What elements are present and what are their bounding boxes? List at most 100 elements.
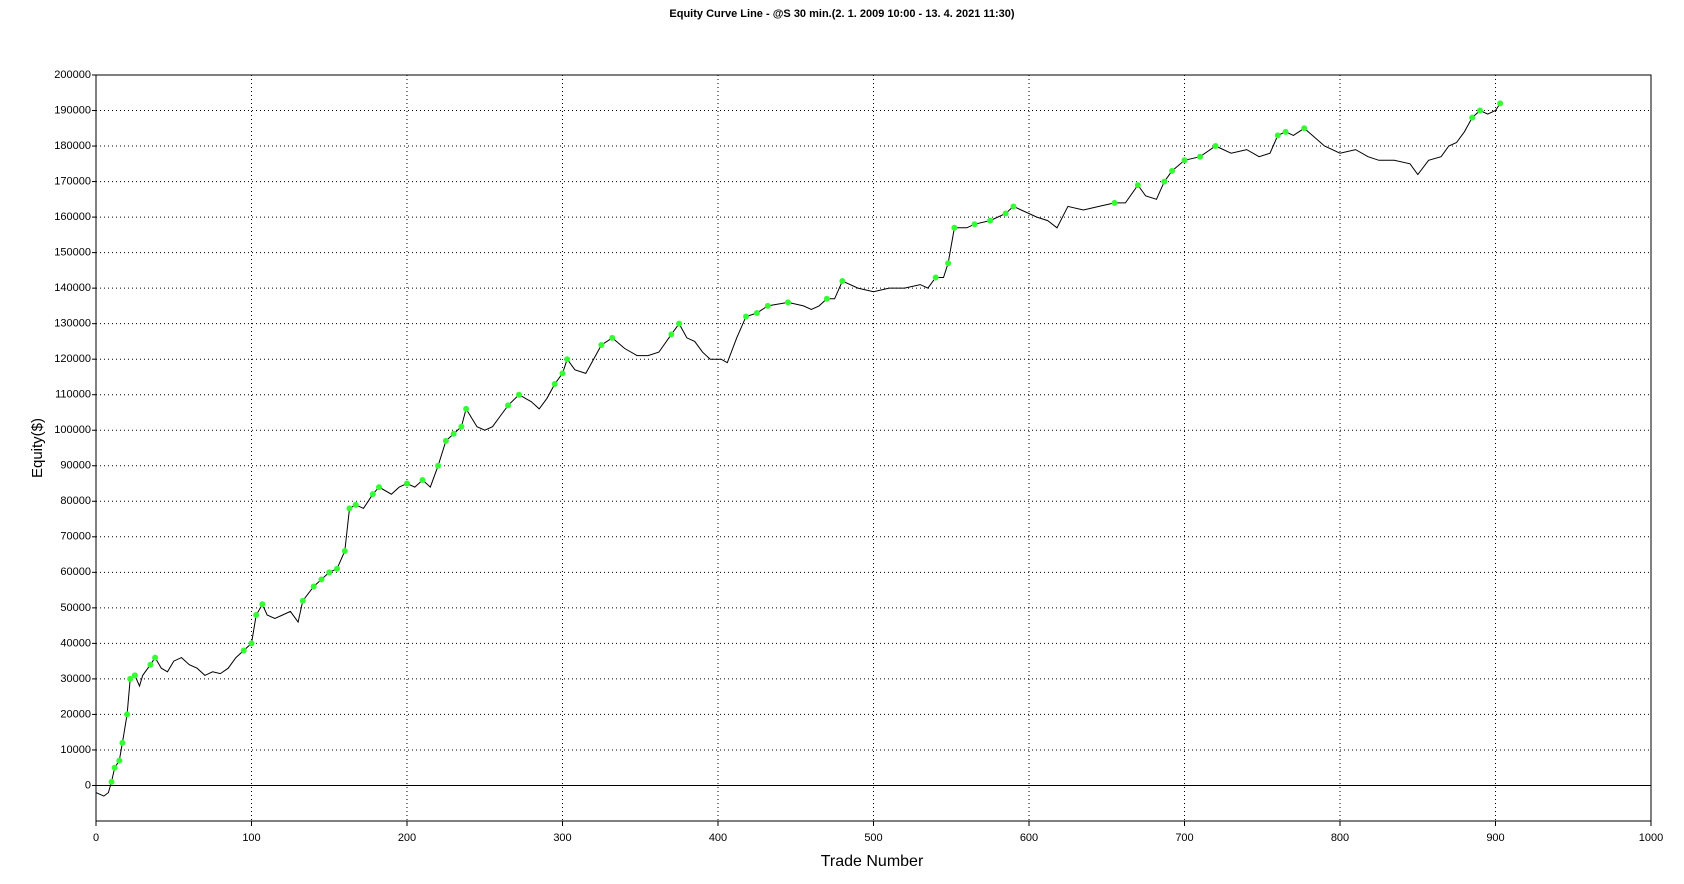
x-tick-label: 300 [553,832,571,844]
new-high-marker [299,597,306,604]
new-high-marker [784,299,791,306]
new-high-marker [352,501,359,508]
new-high-marker [1169,167,1176,174]
new-high-marker [318,576,325,583]
y-tick-label: 140000 [54,282,91,294]
new-high-marker [515,391,522,398]
new-high-marker [131,672,138,679]
new-high-marker [310,583,317,590]
y-tick-label: 0 [85,779,91,791]
y-tick-label: 60000 [60,566,91,578]
new-high-marker [668,331,675,338]
x-tick-label: 400 [709,832,727,844]
new-high-marker [932,274,939,281]
new-high-marker [124,711,131,718]
y-tick-label: 170000 [54,175,91,187]
new-high-marker [334,565,341,572]
y-tick-label: 10000 [60,744,91,756]
y-tick-label: 40000 [60,637,91,649]
y-tick-label: 200000 [54,69,91,81]
new-high-marker [435,462,442,469]
new-high-marker [419,476,426,483]
y-tick-label: 180000 [54,140,91,152]
new-high-marker [551,381,558,388]
x-tick-label: 200 [398,832,416,844]
y-tick-label: 110000 [55,389,91,401]
new-high-marker [116,757,123,764]
y-tick-label: 90000 [60,460,91,472]
x-tick-label: 600 [1020,832,1038,844]
new-high-marker [742,313,749,320]
new-high-marker [369,491,376,498]
x-tick-label: 0 [93,832,99,844]
new-high-marker [676,320,683,327]
new-high-marker [1497,100,1504,107]
new-high-marker [341,548,348,555]
new-high-marker [609,334,616,341]
new-high-marker [1197,153,1204,160]
y-tick-label: 70000 [60,531,91,543]
new-high-marker [442,437,449,444]
new-high-marker [119,739,126,746]
new-high-marker [1002,210,1009,217]
new-high-marker [404,480,410,487]
new-high-marker [376,484,383,491]
new-high-marker [564,356,571,363]
new-high-marker [1111,199,1118,206]
y-tick-label: 150000 [54,247,91,259]
y-axis-label: Equity($) [29,418,46,478]
new-high-marker [108,778,115,785]
y-tick-label: 20000 [60,708,91,720]
x-tick-label: 700 [1175,832,1193,844]
x-tick-label: 100 [242,832,260,844]
new-high-marker [147,661,154,668]
new-high-marker [240,647,247,654]
new-high-marker [111,764,118,771]
new-high-marker [259,601,266,608]
new-high-marker [248,640,255,647]
new-high-marker [559,370,566,377]
y-tick-label: 100000 [54,424,91,436]
new-high-marker [1282,128,1289,135]
y-tick-label: 160000 [54,211,91,223]
x-axis-label: Trade Number [821,853,924,870]
new-high-marker [127,675,134,682]
new-high-marker [346,505,353,512]
new-high-marker [253,611,260,618]
new-high-marker [1134,182,1141,189]
new-high-marker [987,217,994,224]
new-high-marker [1476,107,1483,114]
new-high-marker [764,302,771,309]
new-high-marker [505,402,512,409]
y-tick-label: 50000 [60,602,91,614]
new-high-marker [326,569,333,576]
new-high-marker [450,430,457,437]
y-tick-label: 30000 [60,673,91,685]
y-tick-label: 120000 [54,353,91,365]
x-tick-label: 800 [1331,832,1349,844]
new-high-marker [1212,143,1219,150]
new-high-marker [951,224,958,231]
new-high-marker [971,221,978,228]
new-high-marker [753,310,760,317]
y-tick-label: 190000 [54,104,91,116]
x-tick-label: 500 [864,832,882,844]
new-high-marker [1010,203,1017,210]
y-tick-label: 80000 [60,495,91,507]
new-high-marker [152,654,159,661]
chart-title: Equity Curve Line - @S 30 min.(2. 1. 200… [669,8,1015,20]
new-high-marker [1469,114,1476,121]
new-high-marker [839,278,846,285]
new-high-marker [463,405,470,412]
x-tick-label: 1000 [1639,832,1663,844]
new-high-marker [823,295,830,302]
equity-line [95,103,1501,797]
new-high-marker [458,423,465,430]
new-high-marker [1274,132,1281,139]
x-tick-label: 900 [1486,832,1504,844]
y-tick-label: 130000 [54,318,91,330]
new-high-marker [1181,157,1188,164]
new-high-marker [945,260,952,267]
new-high-marker [1161,178,1168,185]
